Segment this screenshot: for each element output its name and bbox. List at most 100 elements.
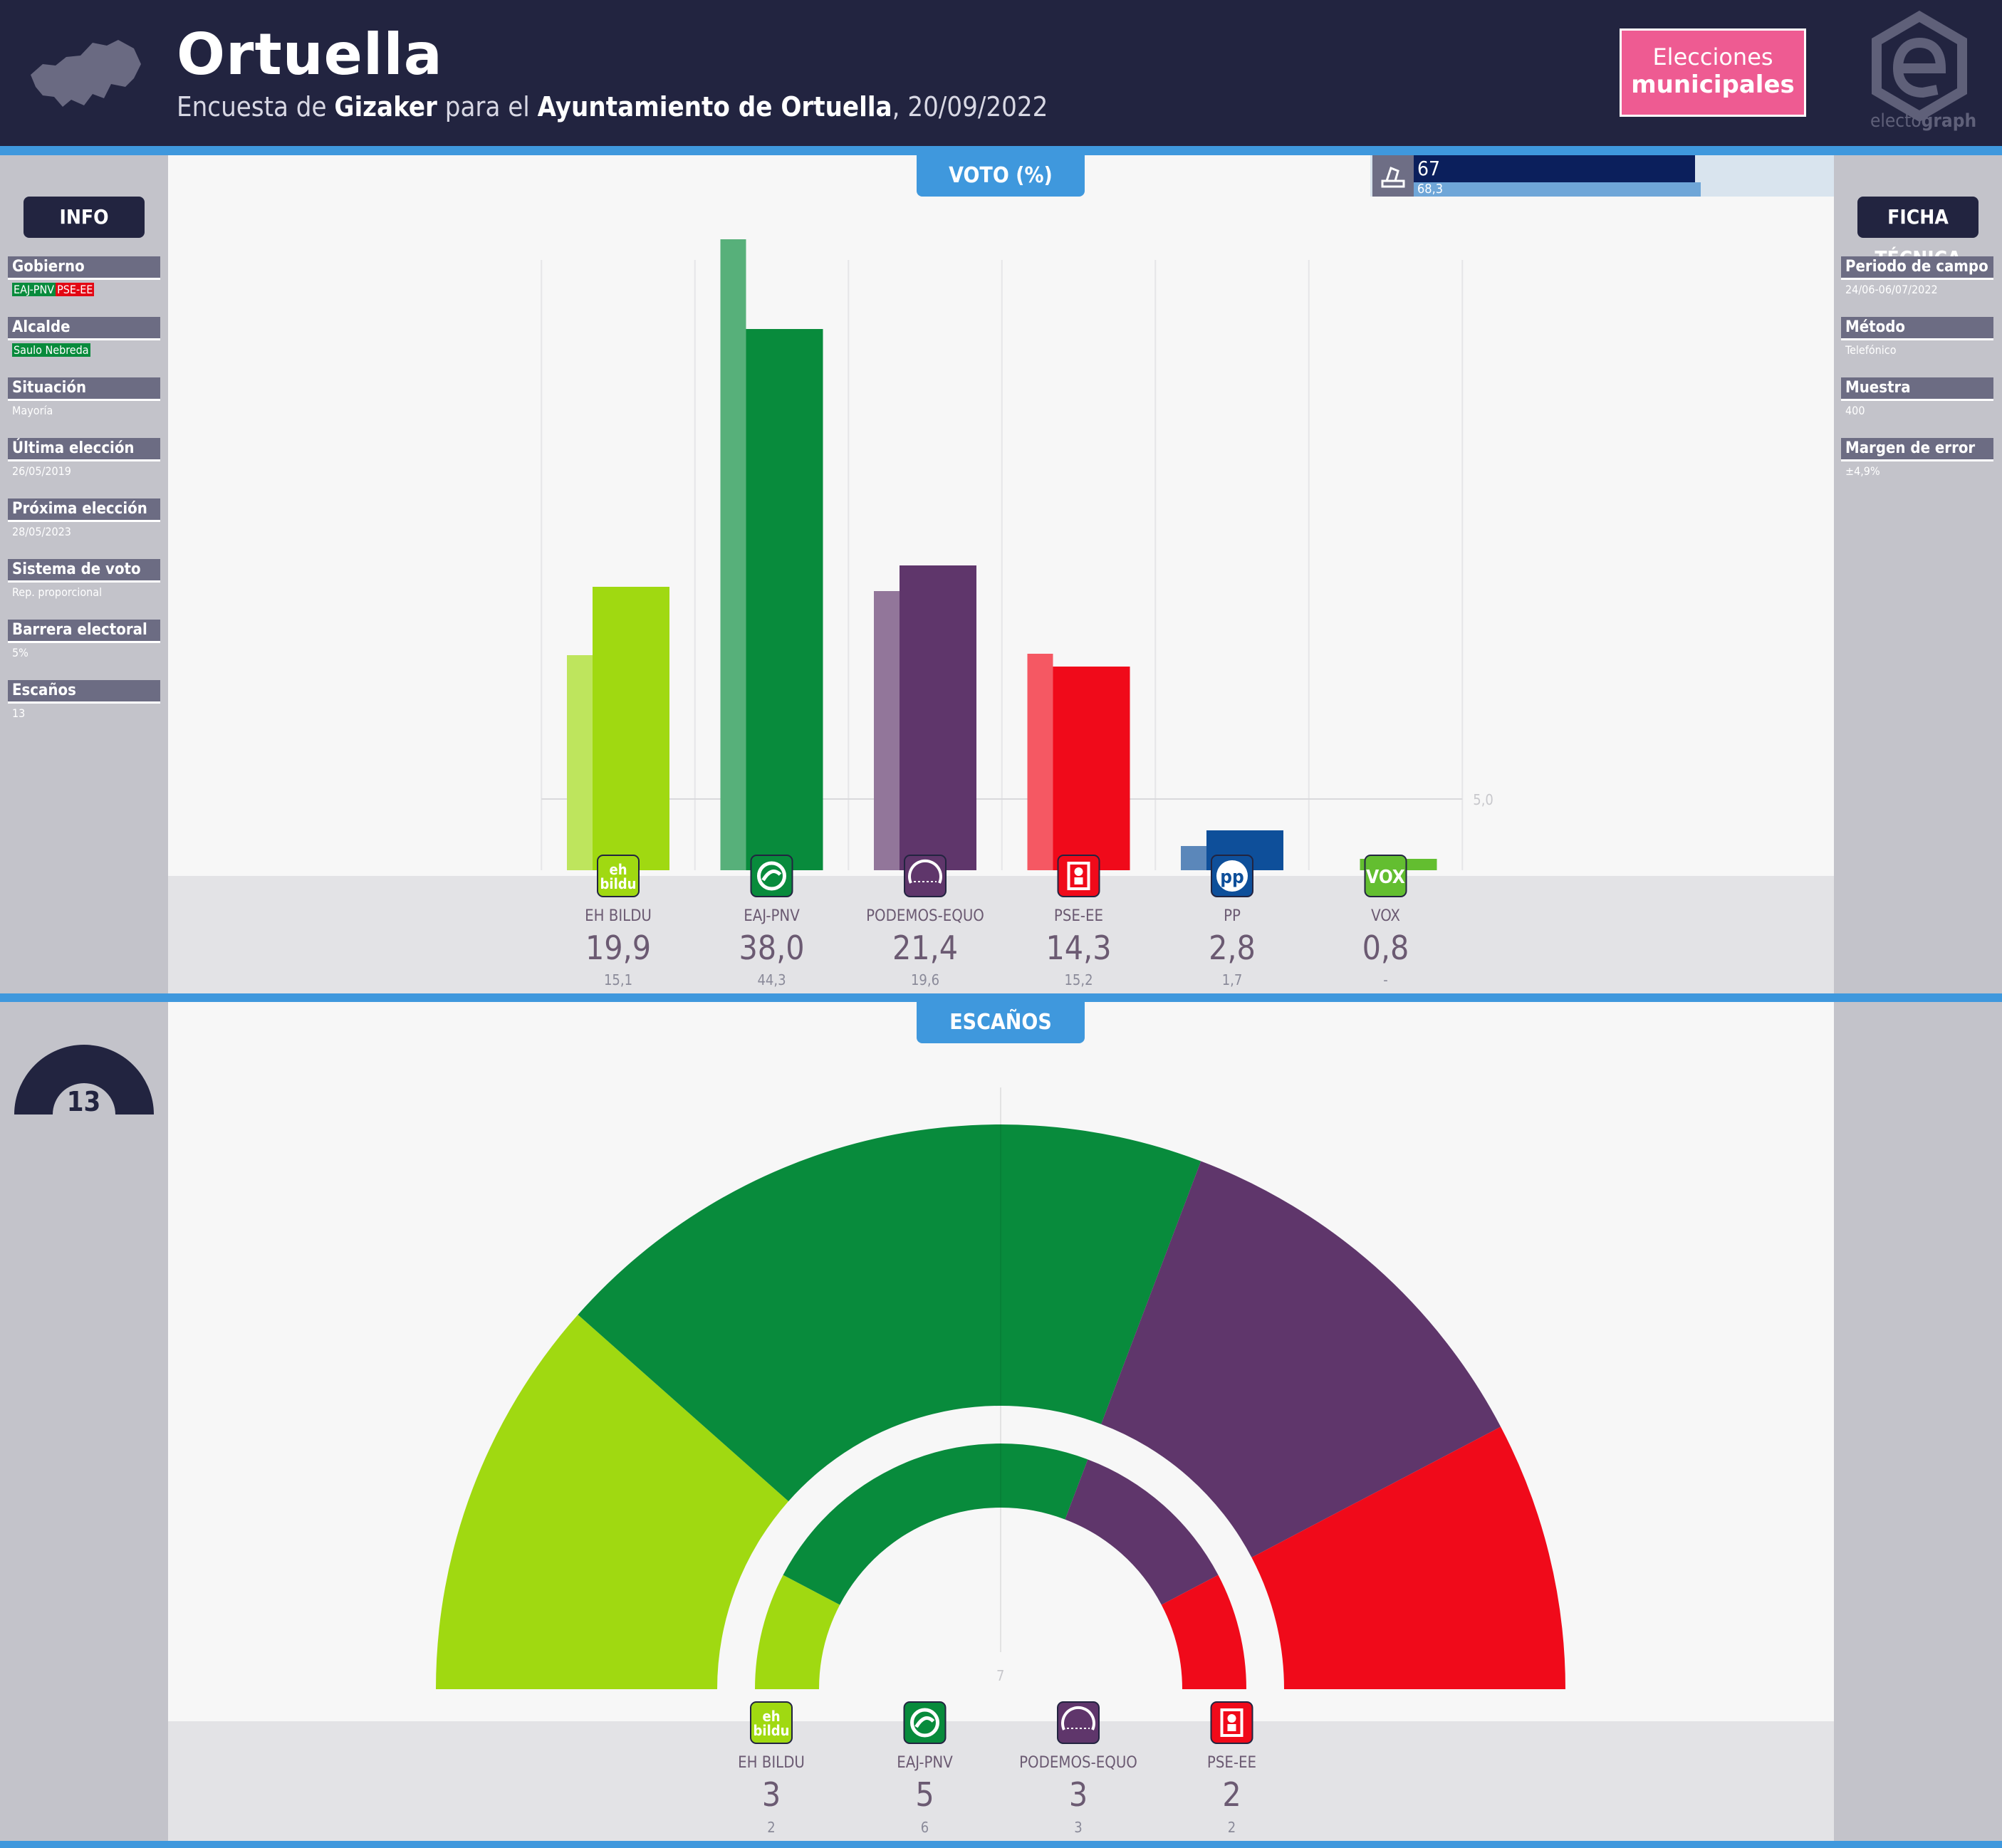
pp-logo-icon: pp (1211, 855, 1253, 897)
info-barrera: Barrera electoral 5% (8, 620, 160, 662)
seat-previous-label: 2 (1228, 1819, 1236, 1836)
seat-value-label: 3 (1069, 1775, 1088, 1814)
bar-previous-eh-bildu (567, 655, 593, 870)
vote-previous-label: - (1383, 971, 1388, 988)
seat-slice-previous-eh-bildu (755, 1575, 840, 1689)
vox-logo-icon: VOX (1364, 855, 1407, 897)
info-gobierno: Gobierno EAJ-PNV PSE-EE (8, 256, 160, 299)
bar-previous-pp (1181, 846, 1206, 870)
seat-party-label: PODEMOS-EQUO (1019, 1754, 1137, 1772)
seat-slice-current-podemos-equo (1101, 1161, 1501, 1558)
seat-slice-current-pse-ee (1251, 1426, 1565, 1689)
bar-previous-pse-ee (1027, 654, 1053, 870)
ficha-margen: Margen de error ±4,9% (1841, 438, 1993, 481)
bar-current-pse-ee (1053, 667, 1130, 870)
info-alcalde: Alcalde Saulo Nebreda (8, 317, 160, 360)
vote-previous-label: 15,2 (1064, 971, 1093, 988)
svg-text:bildu: bildu (754, 1722, 790, 1739)
gobierno-tag-pnv: EAJ-PNV (12, 283, 56, 296)
header-stripe (0, 146, 2002, 155)
ficha-periodo: Periodo de campo 24/06-06/07/2022 (1841, 256, 1993, 299)
podemos-logo-icon (1057, 1701, 1100, 1744)
bar-previous-eaj-pnv (720, 239, 746, 870)
poll-body: Ayuntamiento de Ortuella (537, 91, 892, 122)
info-situacion: Situación Mayoría (8, 377, 160, 420)
seat-slice-current-eaj-pnv (578, 1124, 1201, 1502)
election-type-badge: Elecciones municipales (1620, 28, 1806, 117)
vote-value-label: 21,4 (892, 929, 958, 967)
podemos-logo-icon (904, 855, 947, 897)
ballot-box-icon (1372, 155, 1414, 197)
seat-party-label: PSE-EE (1207, 1754, 1256, 1772)
seats-section-tab[interactable]: ESCAÑOS (917, 1002, 1085, 1043)
seat-previous-label: 2 (767, 1819, 775, 1836)
svg-text:bildu: bildu (600, 875, 637, 892)
ficha-metodo: Método Telefónico (1841, 317, 1993, 360)
vote-previous-label: 19,6 (911, 971, 939, 988)
pse-logo-icon (1210, 1701, 1253, 1744)
page-title: Ortuella (177, 21, 443, 88)
vote-party-label: EH BILDU (585, 907, 652, 925)
electograph-logo-icon (1872, 10, 1967, 122)
vote-party-label: PSE-EE (1054, 907, 1103, 925)
seat-slice-previous-pse-ee (1161, 1575, 1247, 1689)
info-proxima-eleccion: Próxima elección 28/05/2023 (8, 498, 160, 541)
vote-party-label: VOX (1371, 907, 1400, 925)
pollster-name: Gizaker (334, 91, 437, 122)
vote-value-label: 0,8 (1362, 929, 1409, 967)
section-separator (0, 993, 2002, 1002)
majority-label: 7 (996, 1667, 1004, 1684)
turnout-current-bar (1414, 155, 1696, 182)
info-sistema-voto: Sistema de voto Rep. proporcional (8, 559, 160, 602)
svg-text:eh: eh (609, 861, 627, 878)
vote-previous-label: 15,1 (604, 971, 632, 988)
vote-party-label: EAJ-PNV (744, 907, 800, 925)
turnout-previous-label: 68,3 (1417, 182, 1444, 197)
seat-previous-label: 6 (921, 1819, 929, 1836)
pnv-logo-icon (750, 855, 793, 897)
seat-party-label: EAJ-PNV (897, 1754, 953, 1772)
brand-name: electograph (1870, 110, 1977, 132)
seat-value-label: 3 (762, 1775, 781, 1814)
seat-value-label: 5 (915, 1775, 934, 1814)
svg-text:eh: eh (762, 1708, 780, 1725)
ficha-muestra: Muestra 400 (1841, 377, 1993, 420)
seat-party-label: EH BILDU (738, 1754, 805, 1772)
info-button[interactable]: INFO (24, 197, 145, 238)
pse-logo-icon (1057, 855, 1100, 897)
vote-section-tab[interactable]: VOTO (%) (917, 155, 1085, 197)
region-map-icon (31, 40, 141, 107)
info-ultima-eleccion: Última elección 26/05/2019 (8, 438, 160, 481)
turnout-current-label: 67 (1417, 157, 1441, 180)
bottom-stripe (0, 1841, 2002, 1848)
alcalde-tag: Saulo Nebreda (12, 343, 90, 357)
svg-text:VOX: VOX (1366, 867, 1405, 888)
seat-slice-previous-eaj-pnv (783, 1444, 1088, 1605)
turnout-previous-bar (1414, 182, 1701, 197)
vote-previous-label: 44,3 (757, 971, 786, 988)
vote-value-label: 19,9 (585, 929, 651, 967)
vote-chart-area (168, 155, 1834, 876)
page-subtitle: Encuesta de Gizaker para el Ayuntamiento… (177, 91, 1048, 122)
info-escanos: Escaños 13 (8, 680, 160, 723)
seats-total: 13 (66, 1086, 101, 1117)
vote-value-label: 2,8 (1209, 929, 1256, 967)
seat-slice-current-eh-bildu (436, 1315, 789, 1689)
vote-party-label: PODEMOS-EQUO (866, 907, 984, 925)
bar-current-podemos-equo (900, 565, 976, 870)
pnv-logo-icon (903, 1701, 947, 1744)
seat-slice-previous-podemos-equo (1065, 1459, 1219, 1605)
threshold-label: 5,0 (1473, 791, 1493, 808)
vote-previous-label: 1,7 (1222, 971, 1243, 988)
vote-party-label: PP (1224, 907, 1241, 925)
seat-previous-label: 3 (1074, 1819, 1082, 1836)
vote-label-strip (168, 876, 1834, 993)
vote-value-label: 14,3 (1046, 929, 1111, 967)
svg-text:pp: pp (1220, 867, 1244, 888)
bar-current-eaj-pnv (746, 329, 823, 870)
